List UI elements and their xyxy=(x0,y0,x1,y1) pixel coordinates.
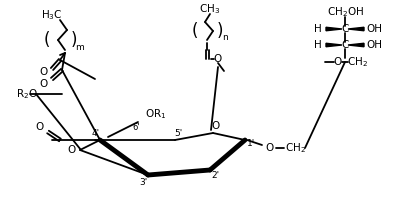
Text: H: H xyxy=(314,24,322,34)
Text: 4': 4' xyxy=(92,129,100,137)
Text: n: n xyxy=(222,34,228,42)
Text: ): ) xyxy=(217,22,223,40)
Polygon shape xyxy=(348,27,364,31)
Text: O: O xyxy=(211,121,219,131)
Text: 6': 6' xyxy=(132,123,140,131)
Text: O: O xyxy=(36,122,44,132)
Text: m: m xyxy=(75,42,83,52)
Text: 1': 1' xyxy=(247,139,255,149)
Text: OR$_1$: OR$_1$ xyxy=(145,107,167,121)
Text: CH$_2$: CH$_2$ xyxy=(284,141,306,155)
Text: ): ) xyxy=(71,31,77,49)
Text: O: O xyxy=(67,145,75,155)
Text: C: C xyxy=(341,24,349,34)
Text: O: O xyxy=(39,79,47,89)
Text: 5': 5' xyxy=(174,129,182,137)
Text: CH$_3$: CH$_3$ xyxy=(199,2,221,16)
Text: C: C xyxy=(341,40,349,50)
Text: (: ( xyxy=(44,31,50,49)
Text: OH: OH xyxy=(366,24,382,34)
Text: H$_3$C: H$_3$C xyxy=(41,8,63,22)
Text: O: O xyxy=(214,54,222,64)
Text: CH$_2$OH: CH$_2$OH xyxy=(326,5,364,19)
Text: OH: OH xyxy=(366,40,382,50)
Text: O: O xyxy=(39,67,47,77)
Polygon shape xyxy=(326,43,342,47)
Text: CH$_2$: CH$_2$ xyxy=(346,55,368,69)
Text: 3': 3' xyxy=(139,178,147,186)
Text: O: O xyxy=(266,143,274,153)
Text: (: ( xyxy=(192,22,198,40)
Text: R$_2$O: R$_2$O xyxy=(16,87,38,101)
Text: 2': 2' xyxy=(211,170,219,180)
Text: O: O xyxy=(334,57,342,67)
Polygon shape xyxy=(326,27,342,31)
Polygon shape xyxy=(348,43,364,47)
Text: H: H xyxy=(314,40,322,50)
